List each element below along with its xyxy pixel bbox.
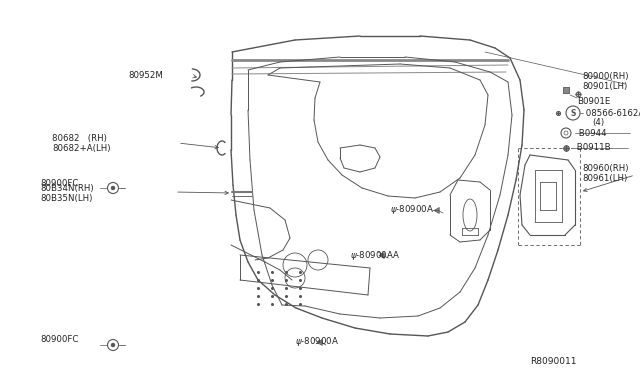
- Text: (4): (4): [592, 119, 604, 128]
- Text: 80961(LH): 80961(LH): [582, 173, 627, 183]
- Circle shape: [111, 186, 115, 190]
- Text: 08566-6162A: 08566-6162A: [583, 109, 640, 118]
- Text: 80B34N(RH): 80B34N(RH): [40, 183, 93, 192]
- Text: B0911B: B0911B: [574, 144, 611, 153]
- Text: 80682   (RH): 80682 (RH): [52, 134, 107, 142]
- Circle shape: [111, 343, 115, 347]
- Text: 80901(LH): 80901(LH): [582, 81, 627, 90]
- Text: 80900(RH): 80900(RH): [582, 71, 628, 80]
- Text: 80900FC: 80900FC: [40, 336, 78, 344]
- Text: 80900FC: 80900FC: [40, 179, 78, 187]
- Text: R8090011: R8090011: [530, 357, 577, 366]
- Text: B0944: B0944: [576, 128, 607, 138]
- Text: B0901E: B0901E: [577, 97, 611, 106]
- Text: $\psi$-80900A: $\psi$-80900A: [295, 336, 339, 349]
- Text: $\psi$-80900AA: $\psi$-80900AA: [350, 248, 400, 262]
- Text: 80B35N(LH): 80B35N(LH): [40, 193, 92, 202]
- Text: S: S: [570, 109, 576, 118]
- Text: $\psi$-80900A: $\psi$-80900A: [390, 203, 434, 217]
- Text: 80952M: 80952M: [128, 71, 163, 80]
- Text: 80960(RH): 80960(RH): [582, 164, 628, 173]
- Text: 80682+A(LH): 80682+A(LH): [52, 144, 111, 153]
